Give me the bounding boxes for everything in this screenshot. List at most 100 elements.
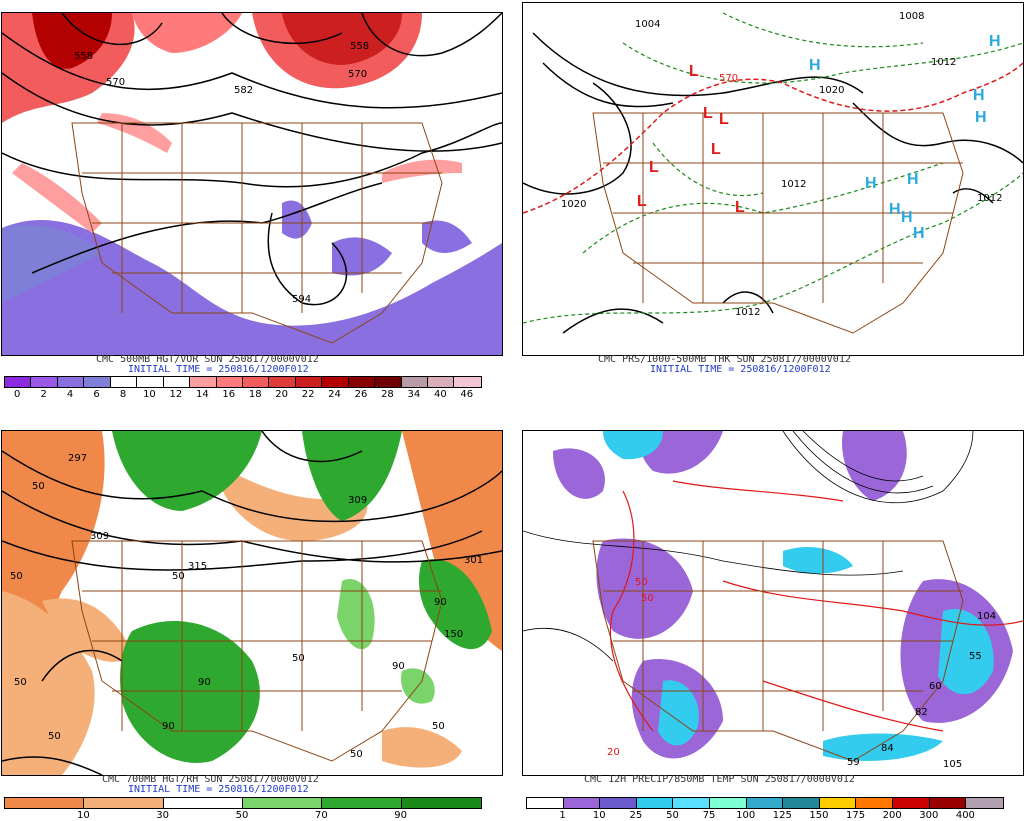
colorbar-tick-label: 75 — [702, 810, 716, 821]
colorbar-tick-label: 14 — [195, 389, 209, 400]
colorbar-tick-label: 25 — [629, 810, 643, 821]
rh-moist-region — [302, 431, 402, 521]
height-contour-label: 315 — [188, 561, 208, 572]
colorbar-tick-label: 100 — [736, 810, 756, 821]
height-contour-label: 301 — [464, 555, 484, 566]
colorbar-tick-label: 2 — [40, 389, 47, 400]
rh-label: 50 — [32, 481, 45, 492]
low-pressure-marker: L — [719, 111, 729, 128]
colorbar-swatch — [746, 798, 784, 808]
rh-label: 90 — [434, 597, 447, 608]
colorbar-swatch — [5, 377, 32, 387]
colorbar-swatch — [710, 798, 747, 808]
high-pressure-marker: H — [865, 175, 877, 192]
rh-dry-region — [382, 727, 462, 768]
contour-label: 582 — [234, 85, 254, 96]
high-pressure-marker: H — [989, 33, 1001, 50]
colorbar-tick-label: 46 — [460, 389, 474, 400]
precip-light-region — [596, 538, 693, 639]
map-500mb: 558 570 582 558 570 594 — [1, 12, 503, 356]
rh-moist-region — [112, 431, 262, 511]
thickness-label: 570 — [719, 73, 739, 84]
map-precip: 50 20 104 55 60 82 84 59 105 50 — [522, 430, 1024, 776]
contour-label: 570 — [106, 77, 126, 88]
colorbar-precip — [526, 797, 1004, 809]
rh-label: 50 — [432, 721, 445, 732]
colorbar-swatch — [57, 377, 85, 387]
map-700mb-svg — [2, 431, 502, 775]
colorbar-swatch — [375, 377, 402, 387]
rh-dry-region — [2, 591, 95, 775]
colorbar-swatch — [137, 377, 164, 387]
isobar-label: 1012 — [977, 193, 1003, 204]
height-contour-label: 309 — [90, 531, 110, 542]
colorbar-swatch — [348, 377, 376, 387]
map-pressure: 1004 1008 1020 1012 1020 1012 1012 1012 … — [522, 2, 1024, 356]
high-pressure-marker: H — [889, 201, 901, 218]
vort-red-region — [132, 13, 242, 53]
colorbar-swatch — [31, 377, 58, 387]
high-pressure-marker: H — [907, 171, 919, 188]
colorbar-swatch — [84, 377, 111, 387]
precip-label: 82 — [915, 707, 928, 718]
map-500mb-svg — [2, 13, 502, 355]
precip-label: 60 — [929, 681, 942, 692]
colorbar-tick-label: 90 — [394, 810, 408, 821]
isobar-label: 1004 — [635, 19, 661, 30]
precip-heavy-region — [823, 733, 943, 761]
rh-moist-region — [419, 559, 492, 650]
colorbar-swatch — [84, 798, 164, 808]
colorbar-swatch — [929, 798, 967, 808]
colorbar-tick-label: 26 — [354, 389, 368, 400]
colorbar-swatch — [322, 377, 349, 387]
colorbar-tick-label: 4 — [66, 389, 74, 400]
low-pressure-marker: L — [637, 193, 647, 210]
colorbar-swatch — [454, 377, 481, 387]
colorbar-swatch — [783, 798, 820, 808]
rh-label: 150 — [444, 629, 464, 640]
colorbar-swatch — [110, 377, 138, 387]
panel-title: CMC 500MB HGT/VOR SUN 250817/0000V012 — [96, 354, 319, 365]
colorbar-tick-label: 10 — [76, 810, 90, 821]
vort-red-region — [32, 13, 112, 69]
colorbar-tick-label: 400 — [955, 810, 975, 821]
panel-init-time: INITIAL TIME = 250816/1200F012 — [128, 784, 309, 795]
colorbar-tick-label: 30 — [156, 810, 170, 821]
colorbar-tick-label: 20 — [275, 389, 289, 400]
isobar-label: 1020 — [819, 85, 845, 96]
colorbar-tick-label: 175 — [845, 810, 866, 821]
rh-label: 90 — [162, 721, 175, 732]
colorbar-swatch — [893, 798, 930, 808]
colorbar-swatch — [527, 798, 564, 808]
precip-label: 84 — [881, 743, 894, 754]
colorbar-tick-label: 50 — [666, 810, 679, 821]
colorbar-swatch — [563, 798, 601, 808]
colorbar-swatch — [269, 377, 296, 387]
contour-label: 594 — [292, 294, 312, 305]
temp-label: 50 — [641, 593, 654, 604]
contour-label: 570 — [348, 69, 368, 80]
rh-label: 50 — [10, 571, 23, 582]
height-contour-label: 309 — [348, 495, 368, 506]
colorbar-tick-label: 18 — [248, 389, 262, 400]
isobar-label: 1008 — [899, 11, 925, 22]
colorbar-swatch — [401, 798, 481, 808]
high-pressure-marker: H — [913, 225, 925, 242]
low-pressure-marker: L — [711, 141, 721, 158]
colorbar-tick-label: 16 — [222, 389, 236, 400]
colorbar-tick-label: 200 — [882, 810, 902, 821]
colorbar-tick-label: 50 — [235, 810, 249, 821]
colorbar-rh — [4, 797, 482, 809]
rh-label: 50 — [48, 731, 61, 742]
precip-light-region — [553, 431, 723, 499]
panel-title: CMC 700MB HGT/RH SUN 250817/0000V012 — [102, 774, 319, 785]
colorbar-swatch — [428, 377, 455, 387]
isobar-label: 1012 — [931, 57, 957, 68]
map-pressure-svg — [523, 12, 1023, 334]
colorbar-swatch — [401, 377, 428, 387]
colorbar-swatch — [856, 798, 894, 808]
precip-label: 104 — [977, 611, 997, 622]
colorbar-vorticity — [4, 376, 482, 388]
colorbar-swatch — [295, 377, 323, 387]
panel-title: CMC 12H PRECIP/850MB TEMP SUN 250817/000… — [584, 774, 855, 785]
